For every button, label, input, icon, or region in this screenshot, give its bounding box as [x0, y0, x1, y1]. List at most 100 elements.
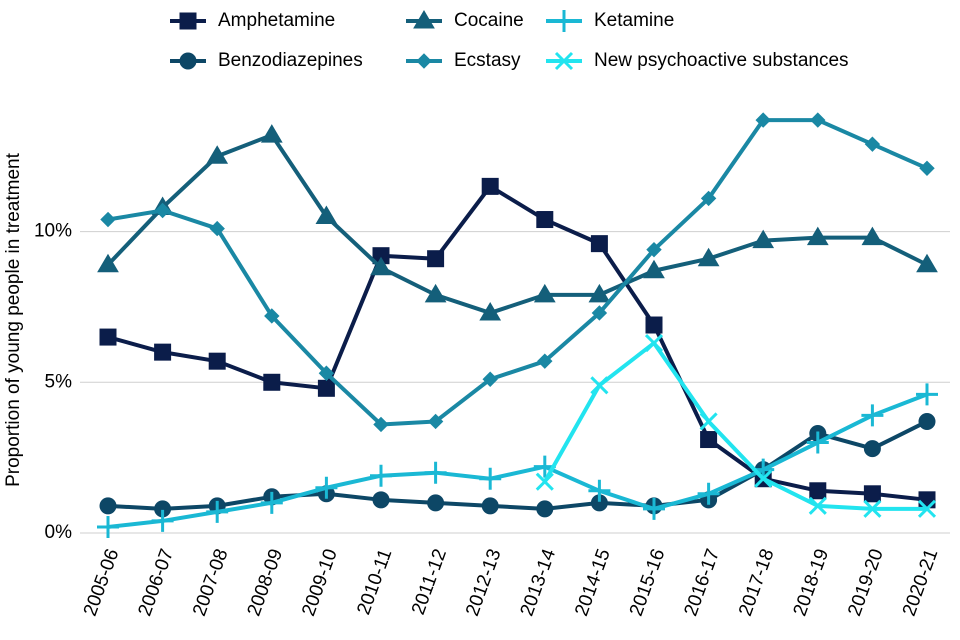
x-tick-label: 2005-06 [80, 546, 124, 619]
data-point [151, 509, 174, 532]
data-point [317, 379, 335, 397]
legend-label: Benzodiazepines [218, 50, 363, 71]
data-point [370, 256, 392, 276]
data-point [482, 371, 498, 387]
legend-label: Ecstasy [454, 50, 521, 71]
data-point [863, 485, 881, 503]
data-point [863, 499, 882, 518]
series-line [107, 419, 928, 511]
data-point [810, 112, 826, 128]
data-point [99, 497, 117, 515]
data-point [643, 497, 665, 520]
data-point [699, 412, 718, 431]
data-point [481, 177, 499, 195]
x-tick-label: 2008-09 [244, 546, 288, 619]
legend-marker [413, 10, 435, 29]
data-point [646, 241, 662, 258]
x-tick-label: 2007-08 [189, 546, 233, 619]
data-point [755, 112, 771, 128]
data-point [424, 283, 447, 303]
y-tick-label: 10% [34, 221, 72, 242]
x-tick-label: 2015-16 [626, 546, 670, 619]
data-point [260, 124, 283, 143]
legend-label: Cocaine [454, 10, 524, 31]
data-point [536, 500, 554, 518]
data-point [697, 482, 720, 505]
data-point [99, 328, 117, 346]
data-point [263, 373, 281, 391]
legend-marker [553, 10, 575, 32]
data-point [97, 253, 119, 273]
data-point [315, 476, 338, 499]
data-point [97, 515, 119, 538]
data-point [808, 496, 827, 515]
data-point [427, 250, 445, 268]
series-line [107, 184, 928, 502]
data-point [754, 469, 773, 488]
data-point [700, 431, 718, 449]
data-point [863, 440, 881, 458]
data-point [100, 211, 116, 228]
data-point [370, 464, 392, 487]
data-point [427, 413, 444, 430]
series-line [107, 118, 928, 427]
data-point [264, 308, 280, 324]
data-point [591, 305, 608, 321]
data-point [697, 247, 720, 267]
data-point [861, 226, 884, 246]
data-point [643, 259, 665, 279]
y-tick-label: 5% [45, 371, 73, 392]
x-tick-label: 2018-19 [790, 546, 834, 619]
series-line [107, 392, 928, 529]
x-tick-label: 2017-18 [735, 546, 779, 619]
data-point [645, 316, 663, 334]
x-tick-label: 2010-11 [353, 546, 396, 617]
data-point [588, 283, 611, 303]
data-point [917, 499, 937, 518]
data-point [537, 353, 553, 369]
legend-label: Amphetamine [218, 10, 335, 31]
data-point [260, 491, 283, 514]
y-tick-label: 0% [45, 522, 73, 543]
data-point [318, 365, 335, 381]
legend-marker [554, 51, 574, 71]
data-point [209, 220, 225, 237]
data-point [588, 479, 611, 502]
x-tick-label: 2013-14 [517, 546, 561, 619]
data-point [590, 376, 609, 395]
data-point [916, 383, 938, 406]
data-point [918, 412, 936, 430]
x-tick-label: 2006-07 [134, 546, 178, 619]
data-point [864, 136, 881, 152]
data-point [481, 497, 499, 515]
data-point [208, 352, 226, 370]
y-axis-label: Proportion of young people in treatment [3, 152, 24, 486]
x-tick-label: 2012-13 [462, 546, 506, 619]
x-tick-label: 2011-12 [408, 546, 451, 617]
data-point [315, 205, 338, 225]
x-tick-label: 2016-17 [680, 546, 724, 619]
data-point [919, 160, 935, 176]
data-point [206, 145, 229, 164]
series-line [106, 133, 928, 315]
legend-marker [416, 53, 432, 69]
data-point [918, 491, 936, 509]
data-point [809, 482, 827, 500]
x-tick-label: 2009-10 [298, 546, 342, 619]
data-point [424, 461, 447, 484]
data-point [535, 472, 554, 491]
data-point [916, 253, 938, 273]
data-point [752, 229, 775, 249]
data-point [154, 202, 171, 219]
legend-label: Ketamine [594, 10, 674, 31]
data-point [806, 431, 829, 454]
legend-marker [179, 12, 197, 30]
data-point [536, 211, 554, 229]
data-point [206, 500, 229, 523]
data-point [644, 334, 664, 353]
x-tick-label: 2019-20 [844, 546, 888, 619]
data-point [590, 235, 608, 253]
data-point [373, 416, 389, 433]
data-point [700, 190, 717, 207]
